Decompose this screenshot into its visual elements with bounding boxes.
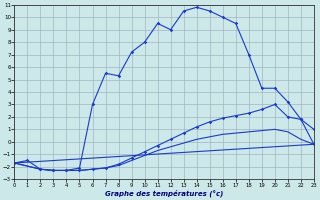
X-axis label: Graphe des températures (°c): Graphe des températures (°c) [105, 190, 223, 197]
